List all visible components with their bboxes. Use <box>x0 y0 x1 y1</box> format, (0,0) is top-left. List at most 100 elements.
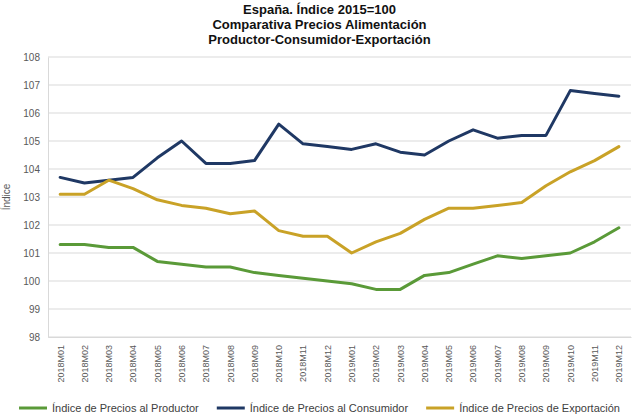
x-tick-label: 2018M07 <box>201 345 211 383</box>
x-tick-label: 2018M03 <box>104 345 114 383</box>
x-tick: 2019M07 <box>493 337 503 383</box>
chart-title: Productor-Consumidor-Exportación <box>208 32 431 47</box>
x-tick-label: 2018M04 <box>128 345 138 383</box>
legend-label: Índice de Precios al Consumidor <box>250 402 409 414</box>
grid-line <box>48 309 631 310</box>
chart-title: Comparativa Precios Alimentación <box>212 17 426 32</box>
grid-line <box>48 225 631 226</box>
y-tick-label: 103 <box>23 192 40 203</box>
x-tick: 2018M06 <box>177 337 187 383</box>
y-axis: 98 99 100 101 102 103 104 105 106 107 108 <box>23 52 48 343</box>
series-line <box>60 147 619 253</box>
x-tick: 2018M11 <box>298 337 308 382</box>
x-tick-label: 2018M06 <box>177 345 187 383</box>
y-tick: 108 <box>23 52 48 63</box>
y-tick-label: 100 <box>23 276 40 287</box>
legend: Índice de Precios al Productor Índice de … <box>19 402 620 414</box>
x-tick: 2018M08 <box>226 337 236 383</box>
x-axis-line <box>49 337 632 338</box>
x-tick-label: 2019M04 <box>420 345 430 383</box>
legend-item: Índice de Precios de Exportación <box>426 402 620 414</box>
x-tick-label: 2019M01 <box>347 345 357 383</box>
legend-label: Índice de Precios de Exportación <box>459 402 620 414</box>
x-tick: 2019M06 <box>468 337 478 383</box>
x-tick: 2018M03 <box>104 337 114 383</box>
grid-line <box>48 85 631 86</box>
grid <box>48 57 631 337</box>
x-tick: 2019M04 <box>420 337 430 383</box>
x-tick-label: 2019M07 <box>493 345 503 383</box>
y-tick-label: 108 <box>23 52 40 63</box>
y-tick-label: 105 <box>23 136 40 147</box>
grid-line <box>48 197 631 198</box>
x-tick-label: 2018M02 <box>80 345 90 383</box>
legend-swatch <box>426 407 454 410</box>
x-tick-label: 2019M09 <box>541 345 551 383</box>
y-tick-label: 98 <box>29 332 41 343</box>
y-tick-label: 102 <box>23 220 40 231</box>
x-tick: 2018M10 <box>274 337 284 383</box>
x-tick-label: 2019M03 <box>396 345 406 383</box>
x-tick: 2019M11 <box>590 337 600 382</box>
y-tick: 106 <box>23 108 48 119</box>
y-tick: 102 <box>23 220 48 231</box>
x-tick-label: 2018M09 <box>250 345 260 383</box>
legend-item: Índice de Precios al Productor <box>19 402 199 414</box>
x-tick-label: 2018M01 <box>56 345 66 383</box>
x-tick-label: 2019M11 <box>590 345 600 382</box>
x-tick-label: 2018M10 <box>274 345 284 383</box>
x-tick: 2018M02 <box>80 337 90 383</box>
grid-line <box>48 141 631 142</box>
y-tick: 99 <box>29 304 48 315</box>
series-line <box>60 228 619 290</box>
legend-label: Índice de Precios al Productor <box>52 402 199 414</box>
y-tick: 98 <box>29 332 48 343</box>
y-tick: 103 <box>23 192 48 203</box>
x-tick-label: 2018M08 <box>226 345 236 383</box>
x-tick: 2018M09 <box>250 337 260 383</box>
y-tick-label: 104 <box>23 164 40 175</box>
y-tick-label: 101 <box>23 248 40 259</box>
x-axis: 2018M01 2018M02 2018M03 2018M04 2018M05 2018M… <box>49 337 632 383</box>
y-tick-label: 99 <box>29 304 41 315</box>
grid-line <box>48 113 631 114</box>
x-tick: 2019M05 <box>444 337 454 383</box>
y-tick: 104 <box>23 164 48 175</box>
x-tick-label: 2019M12 <box>614 345 624 383</box>
y-tick: 101 <box>23 248 48 259</box>
chart-title: España. Índice 2015=100 <box>243 2 396 17</box>
y-tick: 107 <box>23 80 48 91</box>
x-tick: 2018M01 <box>56 337 66 383</box>
x-tick: 2019M10 <box>566 337 576 383</box>
x-tick: 2019M02 <box>371 337 381 383</box>
grid-line <box>48 57 631 58</box>
y-tick-label: 107 <box>23 80 40 91</box>
legend-swatch <box>19 407 47 410</box>
x-tick: 2018M07 <box>201 337 211 383</box>
grid-line <box>48 169 631 170</box>
y-tick: 105 <box>23 136 48 147</box>
grid-line <box>48 253 631 254</box>
x-tick: 2019M09 <box>541 337 551 383</box>
legend-item: Índice de Precios al Consumidor <box>217 402 409 414</box>
x-tick-label: 2018M11 <box>298 345 308 382</box>
grid-line <box>48 337 631 338</box>
y-axis-title: Índice <box>0 183 12 210</box>
x-tick: 2019M08 <box>517 337 527 383</box>
y-tick: 100 <box>23 276 48 287</box>
x-tick-label: 2019M10 <box>566 345 576 383</box>
series-line <box>60 91 619 183</box>
y-tick-label: 106 <box>23 108 40 119</box>
x-tick: 2019M03 <box>396 337 406 383</box>
x-tick-label: 2019M05 <box>444 345 454 383</box>
x-tick-label: 2019M08 <box>517 345 527 383</box>
x-tick: 2018M05 <box>153 337 163 383</box>
x-tick-label: 2019M06 <box>468 345 478 383</box>
x-tick: 2018M04 <box>128 337 138 383</box>
x-tick: 2018M12 <box>323 337 333 383</box>
y-axis-line <box>48 58 49 338</box>
legend-swatch <box>217 407 245 410</box>
x-tick-label: 2019M02 <box>371 345 381 383</box>
plot-lines <box>60 91 619 290</box>
x-tick-label: 2018M05 <box>153 345 163 383</box>
